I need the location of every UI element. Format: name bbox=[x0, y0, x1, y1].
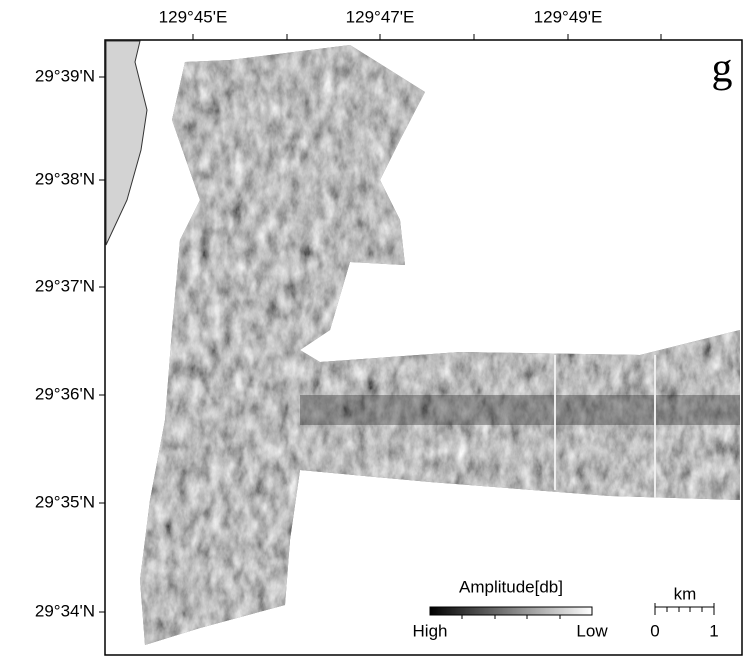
longitude-label: 129°45'E bbox=[159, 7, 228, 26]
legend-low: Low bbox=[576, 621, 608, 640]
latitude-label: 29°35'N bbox=[35, 492, 95, 511]
land bbox=[105, 40, 148, 246]
latitude-label: 29°36'N bbox=[35, 384, 95, 403]
scale-bar bbox=[654, 603, 715, 615]
scale-unit: km bbox=[674, 584, 697, 603]
frame-ticks bbox=[99, 34, 662, 613]
colorbar-ticks bbox=[461, 615, 561, 619]
scale-start: 0 bbox=[650, 621, 659, 640]
legend-title: Amplitude[db] bbox=[459, 577, 563, 596]
panel-label: g bbox=[712, 46, 733, 92]
longitude-label: 129°49'E bbox=[534, 7, 603, 26]
latitude-label: 29°34'N bbox=[35, 601, 95, 620]
longitude-label: 129°47'E bbox=[346, 7, 415, 26]
latitude-label: 29°37'N bbox=[35, 276, 95, 295]
colorbar bbox=[429, 606, 593, 616]
latitude-label: 29°38'N bbox=[35, 169, 95, 188]
scale-end: 1 bbox=[709, 621, 718, 640]
legend-high: High bbox=[413, 621, 448, 640]
latitude-label: 29°39'N bbox=[35, 66, 95, 85]
